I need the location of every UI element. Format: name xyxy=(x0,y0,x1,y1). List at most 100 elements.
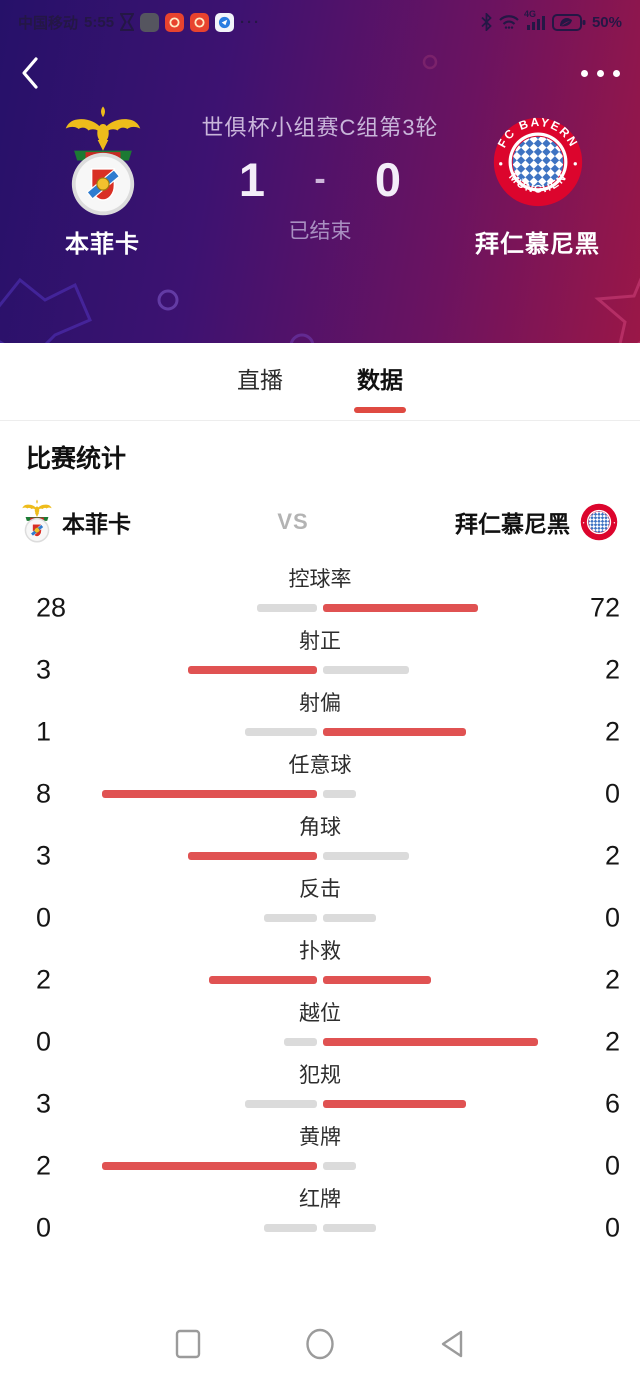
notification-more-label: ··· xyxy=(240,13,262,31)
stat-label: 控球率 xyxy=(288,568,352,591)
active-tab-underline xyxy=(354,407,406,413)
stat-label: 越位 xyxy=(299,1002,341,1025)
back-button[interactable] xyxy=(20,56,40,90)
stat-row: 扑救 2 2 xyxy=(0,930,640,995)
stat-label: 射偏 xyxy=(299,692,341,715)
stat-away-bar xyxy=(323,666,409,674)
stats-section: 比赛统计 本菲卡 VS 拜仁慕尼黑 控球率 28 72 射正 xyxy=(0,421,640,1243)
stat-away-value: 72 xyxy=(589,592,620,623)
stat-row: 犯规 3 6 xyxy=(0,1054,640,1119)
match-status-label: 已结束 xyxy=(288,220,352,243)
away-team-name: 拜仁慕尼黑 xyxy=(475,231,600,258)
stat-label: 扑救 xyxy=(299,940,341,963)
home-team-logo xyxy=(64,105,142,218)
score-dash: - xyxy=(314,160,326,198)
benfica-logo xyxy=(64,105,141,216)
back-nav-button[interactable] xyxy=(434,1326,470,1362)
home-circle-icon xyxy=(306,1328,334,1360)
stat-away-value: 0 xyxy=(604,1150,620,1181)
stat-away-value: 0 xyxy=(604,902,620,933)
stat-away-value: 2 xyxy=(604,1026,620,1057)
stat-bars: 28 72 xyxy=(0,593,640,623)
stat-row: 反击 0 0 xyxy=(0,868,640,933)
stat-home-value: 3 xyxy=(36,840,52,871)
stats-teams-row: 本菲卡 VS 拜仁慕尼黑 xyxy=(0,499,640,544)
tab-live[interactable]: 直播 xyxy=(200,361,320,395)
stat-home-bar xyxy=(257,604,317,612)
stat-home-value: 2 xyxy=(36,964,52,995)
score-row: 1 - 0 xyxy=(230,152,410,207)
stat-row: 射偏 1 2 xyxy=(0,682,640,747)
stat-home-bar xyxy=(245,728,317,736)
carrier-label: 中国移动 xyxy=(18,14,79,32)
notification-app-icon-4 xyxy=(215,12,235,32)
stat-away-bar xyxy=(323,852,409,860)
stat-away-value: 2 xyxy=(604,840,620,871)
match-info: 本菲卡 世俱杯小组赛C组第3轮 1 - 0 已结束 FC BAYERN xyxy=(0,102,640,259)
stat-away-value: 2 xyxy=(604,716,620,747)
home-team-name: 本菲卡 xyxy=(65,231,140,258)
match-header: 中国移动 5:55 ··· xyxy=(0,0,640,343)
stat-away-bar xyxy=(323,728,466,736)
stats-home-name: 本菲卡 xyxy=(62,510,131,537)
stat-row: 黄牌 2 0 xyxy=(0,1116,640,1181)
stat-home-value: 28 xyxy=(36,592,67,623)
wifi-icon xyxy=(498,14,520,31)
tab-bar: 直播 数据 xyxy=(0,343,640,421)
stat-label: 任意球 xyxy=(288,754,352,777)
stat-label: 红牌 xyxy=(299,1188,341,1211)
back-triangle-icon xyxy=(441,1330,463,1358)
stat-label: 反击 xyxy=(299,878,341,901)
stat-bars: 1 2 xyxy=(0,717,640,747)
tab-data[interactable]: 数据 xyxy=(320,361,440,413)
stat-home-bar xyxy=(102,1162,317,1170)
stat-home-value: 3 xyxy=(36,654,52,685)
clock-label: 5:55 xyxy=(84,13,115,31)
stat-away-value: 0 xyxy=(604,778,620,809)
stat-home-bar xyxy=(102,790,317,798)
stat-home-value: 0 xyxy=(36,1212,52,1243)
stats-home-team: 本菲卡 xyxy=(22,499,131,544)
stats-section-title: 比赛统计 xyxy=(26,445,127,473)
stat-away-bar xyxy=(323,914,376,922)
more-options-button[interactable] xyxy=(581,69,620,77)
notification-app-icon-2 xyxy=(165,12,185,32)
competition-label: 世俱杯小组赛C组第3轮 xyxy=(201,115,439,140)
stat-away-value: 0 xyxy=(604,1212,620,1243)
stat-home-value: 0 xyxy=(36,1026,52,1057)
stat-away-value: 6 xyxy=(604,1088,620,1119)
stat-home-bar xyxy=(245,1100,317,1108)
recents-button[interactable] xyxy=(170,1326,206,1362)
away-team-logo: FC BAYERN MÜNCHEN xyxy=(492,106,584,218)
recents-square-icon xyxy=(175,1329,201,1359)
android-navigation-bar xyxy=(0,1301,640,1387)
stat-home-bar xyxy=(264,914,317,922)
stat-row: 控球率 28 72 xyxy=(0,558,640,623)
home-button[interactable] xyxy=(302,1326,338,1362)
back-chevron-icon xyxy=(22,57,38,89)
stat-bars: 2 0 xyxy=(0,1151,640,1181)
stat-label: 射正 xyxy=(299,630,341,653)
away-team-column: FC BAYERN MÜNCHEN 拜仁慕尼黑 xyxy=(445,106,630,259)
stat-row: 任意球 8 0 xyxy=(0,744,640,809)
stat-home-value: 8 xyxy=(36,778,52,809)
stat-bars: 3 2 xyxy=(0,841,640,871)
stat-away-bar xyxy=(323,790,356,798)
cellular-signal-icon: 4G xyxy=(524,9,546,31)
notification-app-icon-1 xyxy=(140,12,160,32)
status-bar: 中国移动 5:55 ··· xyxy=(0,0,640,44)
stat-away-value: 2 xyxy=(604,964,620,995)
stat-home-value: 3 xyxy=(36,1088,52,1119)
bluetooth-icon xyxy=(481,13,492,31)
stat-away-bar xyxy=(323,1038,538,1046)
bayern-logo: FC BAYERN MÜNCHEN xyxy=(492,116,583,207)
stat-bars: 3 2 xyxy=(0,655,640,685)
stat-bars: 3 6 xyxy=(0,1089,640,1119)
battery-saver-icon xyxy=(551,13,586,32)
stats-away-team: 拜仁慕尼黑 xyxy=(455,503,618,541)
stat-label: 黄牌 xyxy=(299,1126,341,1149)
stat-home-bar xyxy=(284,1038,317,1046)
benfica-mini-logo xyxy=(22,499,52,543)
stat-bars: 0 2 xyxy=(0,1027,640,1057)
